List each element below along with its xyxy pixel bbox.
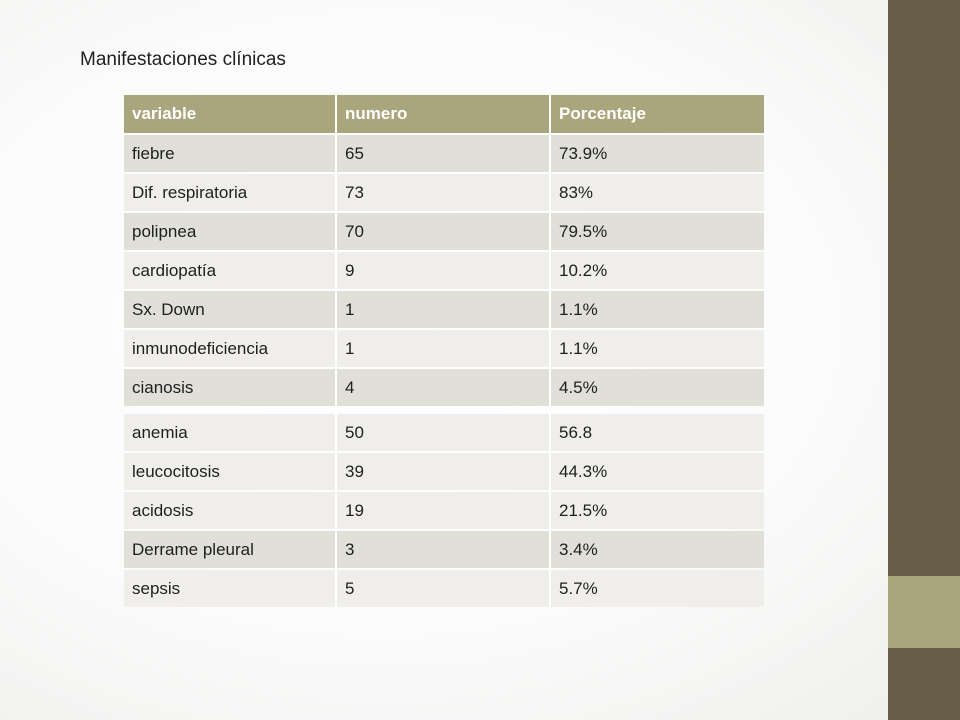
cell-variable: Dif. respiratoria	[124, 174, 337, 211]
cell-variable: inmunodeficiencia	[124, 330, 337, 367]
cell-variable: fiebre	[124, 135, 337, 172]
cell-porcentaje: 1.1%	[559, 338, 598, 358]
table-row: cianosis 4 4.5%	[124, 369, 764, 406]
cell-variable: Sx. Down	[124, 291, 337, 328]
cell-numero: 1	[337, 291, 551, 328]
table-row: leucocitosis 39 44.3%	[124, 453, 764, 490]
table-row: sepsis 5 5.7%	[124, 570, 764, 607]
cell-porcentaje: 4.5%	[559, 377, 598, 397]
header-porcentaje: Porcentaje	[559, 104, 646, 123]
clinical-table: variable numero Porcentaje fiebre 65 73.…	[124, 95, 764, 609]
cell-variable: sepsis	[124, 570, 337, 607]
cell-numero: 39	[337, 453, 551, 490]
cell-numero: 5	[337, 570, 551, 607]
table-row: Derrame pleural 3 3.4%	[124, 531, 764, 568]
cell-numero: 19	[337, 492, 551, 529]
cell-variable: cardiopatía	[124, 252, 337, 289]
header-variable: variable	[124, 95, 337, 133]
cell-porcentaje: 21.5%	[559, 500, 608, 520]
slide-title: Manifestaciones clínicas	[80, 49, 286, 70]
cell-numero: 3	[337, 531, 551, 568]
cell-numero: 65	[337, 135, 551, 172]
table-row: Dif. respiratoria 73 83%	[124, 174, 764, 211]
cell-numero: 4	[337, 369, 551, 406]
cell-porcentaje: 56.8	[559, 422, 593, 442]
cell-variable: polipnea	[124, 213, 337, 250]
cell-numero: 1	[337, 330, 551, 367]
cell-porcentaje: 10.2%	[559, 260, 608, 280]
cell-porcentaje: 44.3%	[559, 461, 608, 481]
cell-porcentaje: 1.1%	[559, 299, 598, 319]
cell-numero: 70	[337, 213, 551, 250]
cell-variable: anemia	[124, 414, 337, 451]
cell-variable: cianosis	[124, 369, 337, 406]
cell-variable: acidosis	[124, 492, 337, 529]
header-numero: numero	[337, 95, 551, 133]
table-row: fiebre 65 73.9%	[124, 135, 764, 172]
table-header-row: variable numero Porcentaje	[124, 95, 764, 133]
cell-porcentaje: 73.9%	[559, 143, 608, 163]
table-row: anemia 50 56.8	[124, 414, 764, 451]
table-row: acidosis 19 21.5%	[124, 492, 764, 529]
cell-numero: 73	[337, 174, 551, 211]
cell-porcentaje: 5.7%	[559, 578, 598, 598]
cell-variable: Derrame pleural	[124, 531, 337, 568]
cell-porcentaje: 3.4%	[559, 539, 598, 559]
table-row: cardiopatía 9 10.2%	[124, 252, 764, 289]
cell-porcentaje: 83%	[559, 182, 594, 202]
side-accent-block	[888, 576, 960, 648]
cell-numero: 50	[337, 414, 551, 451]
table-row: Sx. Down 1 1.1%	[124, 291, 764, 328]
table-row: polipnea 70 79.5%	[124, 213, 764, 250]
cell-numero: 9	[337, 252, 551, 289]
cell-porcentaje: 79.5%	[559, 221, 608, 241]
cell-variable: leucocitosis	[124, 453, 337, 490]
table-row: inmunodeficiencia 1 1.1%	[124, 330, 764, 367]
